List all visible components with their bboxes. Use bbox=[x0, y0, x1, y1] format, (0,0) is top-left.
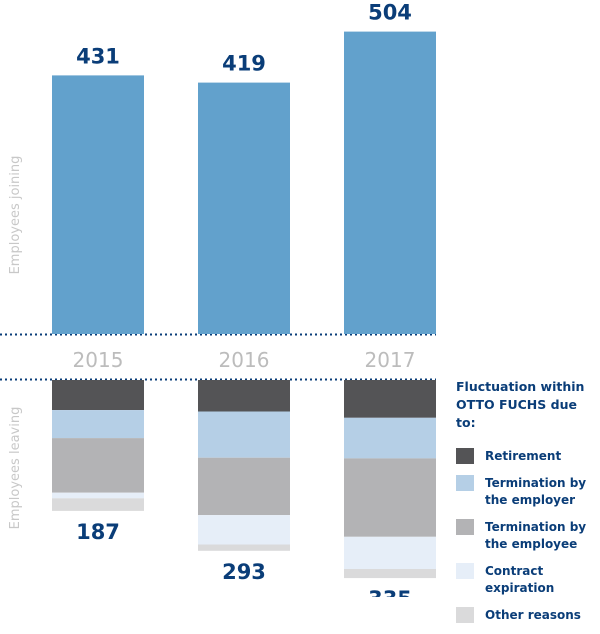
leaving-axis-label: Employees leaving bbox=[8, 407, 23, 530]
leaving-segment-2016-4 bbox=[198, 544, 290, 551]
joining-bar-2015 bbox=[52, 75, 144, 335]
leaving-total-2016: 293 bbox=[222, 560, 266, 584]
labels-layer: 431 2015 187 419 2016 293 504 2017 335 bbox=[73, 1, 416, 597]
legend-item: Contract expiration bbox=[456, 563, 600, 597]
leaving-total-2017: 335 bbox=[368, 587, 412, 597]
leaving-segment-2017-2 bbox=[344, 458, 436, 537]
legend-label: Retirement bbox=[485, 449, 562, 463]
leaving-segment-2015-0 bbox=[52, 380, 144, 411]
leaving-segment-2017-1 bbox=[344, 417, 436, 459]
legend-item: Retirement bbox=[456, 448, 600, 465]
joining-value-2015: 431 bbox=[76, 44, 120, 68]
leaving-segment-2016-3 bbox=[198, 515, 290, 545]
leaving-segment-2015-1 bbox=[52, 410, 144, 439]
leaving-segment-2016-0 bbox=[198, 380, 290, 412]
legend-title: Fluctuation within OTTO FUCHS due to: bbox=[456, 379, 585, 430]
leaving-segment-2015-2 bbox=[52, 438, 144, 493]
legend-swatch bbox=[456, 448, 474, 464]
leaving-segment-2016-2 bbox=[198, 457, 290, 516]
leaving-segment-2015-3 bbox=[52, 492, 144, 499]
legend-label: Contract expiration bbox=[485, 564, 555, 595]
legend-items: Retirement Termination by the employer Ter… bbox=[456, 448, 600, 624]
legend-item: Termination by the employee bbox=[456, 519, 600, 553]
year-label-2015: 2015 bbox=[73, 348, 124, 372]
legend-label: Other reasons bbox=[485, 608, 581, 622]
joining-value-2017: 504 bbox=[368, 1, 412, 25]
leaving-segment-2017-0 bbox=[344, 380, 436, 418]
legend: Fluctuation within OTTO FUCHS due to: Re… bbox=[456, 378, 600, 634]
leaving-total-2015: 187 bbox=[76, 520, 120, 544]
bars-layer bbox=[0, 31, 436, 579]
leaving-segment-2017-3 bbox=[344, 536, 436, 569]
legend-swatch bbox=[456, 563, 474, 579]
joining-value-2016: 419 bbox=[222, 52, 266, 76]
legend-swatch bbox=[456, 607, 474, 623]
joining-axis-label: Employees joining bbox=[8, 156, 23, 275]
leaving-segment-2017-4 bbox=[344, 569, 436, 579]
legend-swatch bbox=[456, 519, 474, 535]
joining-bar-2017 bbox=[344, 31, 436, 334]
year-label-2016: 2016 bbox=[219, 348, 270, 372]
legend-label: Termination by the employer bbox=[485, 476, 587, 507]
fluctuation-chart: 431 2015 187 419 2016 293 504 2017 335 Employees… bbox=[0, 1, 436, 597]
legend-item: Other reasons bbox=[456, 607, 600, 624]
legend-swatch bbox=[456, 475, 474, 491]
joining-bar-2016 bbox=[198, 82, 290, 334]
legend-label: Termination by the employee bbox=[485, 520, 587, 551]
year-label-2017: 2017 bbox=[365, 348, 416, 372]
leaving-segment-2015-4 bbox=[52, 498, 144, 511]
legend-item: Termination by the employer bbox=[456, 475, 600, 509]
leaving-segment-2016-1 bbox=[198, 411, 290, 458]
